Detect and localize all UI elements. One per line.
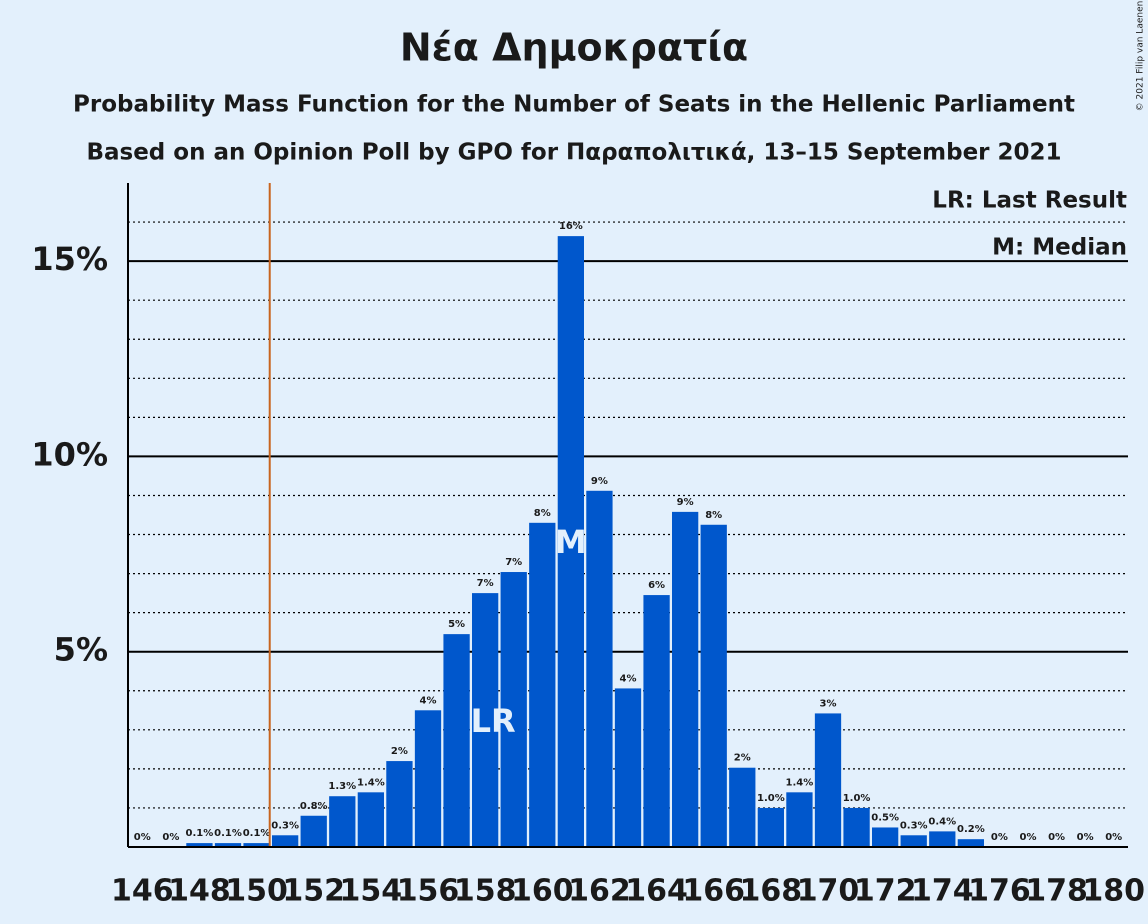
chart-subtitle: Based on an Opinion Poll by GPO for Παρα… xyxy=(86,140,1061,166)
bar-annotation: LR xyxy=(471,702,516,740)
value-label: 0% xyxy=(1105,832,1122,843)
bar-annotation: M xyxy=(555,523,587,561)
value-label: 0.8% xyxy=(300,801,328,812)
bar xyxy=(529,522,556,847)
value-label: 0.3% xyxy=(900,820,928,831)
value-label: 1.0% xyxy=(843,793,871,804)
value-label: 8% xyxy=(705,510,722,521)
value-label: 5% xyxy=(448,619,465,630)
bar xyxy=(614,688,642,847)
bar xyxy=(700,524,727,847)
x-tick-label: 148 xyxy=(168,874,231,909)
x-tick-label: 162 xyxy=(568,874,631,909)
value-label: 0.1% xyxy=(186,828,214,839)
bar xyxy=(414,710,442,847)
bar xyxy=(557,236,584,847)
value-label: 0% xyxy=(1020,832,1037,843)
bar xyxy=(729,767,756,847)
value-label: 8% xyxy=(534,508,551,519)
chart-title: Νέα Δημοκρατία xyxy=(400,26,748,70)
chart-subtitle: Probability Mass Function for the Number… xyxy=(73,92,1075,118)
x-tick-label: 166 xyxy=(682,874,745,909)
bar xyxy=(957,839,984,847)
bar xyxy=(272,835,299,847)
value-label: 0.3% xyxy=(271,820,299,831)
bar xyxy=(757,807,784,847)
value-label: 3% xyxy=(820,698,837,709)
value-label: 7% xyxy=(505,557,522,568)
copyright: © 2021 Filip van Laenen xyxy=(1136,1,1146,112)
value-label: 0.4% xyxy=(928,816,956,827)
bar xyxy=(872,827,899,847)
y-tick-label: 15% xyxy=(31,240,108,278)
value-label: 6% xyxy=(648,580,665,591)
x-tick-label: 160 xyxy=(511,874,574,909)
bar xyxy=(186,843,213,847)
x-tick-label: 164 xyxy=(625,874,688,909)
value-label: 9% xyxy=(591,476,608,487)
x-tick-label: 154 xyxy=(340,874,403,909)
value-label: 4% xyxy=(420,695,437,706)
bar xyxy=(843,807,870,847)
bar xyxy=(472,593,499,847)
value-label: 4% xyxy=(620,673,637,684)
value-label: 9% xyxy=(677,497,694,508)
value-label: 2% xyxy=(391,746,408,757)
bar xyxy=(500,572,527,847)
x-tick-label: 146 xyxy=(111,874,174,909)
x-tick-label: 150 xyxy=(225,874,288,909)
bar xyxy=(214,843,242,847)
bar xyxy=(300,815,327,847)
bar xyxy=(929,831,956,847)
bar xyxy=(786,792,813,847)
value-label: 1.0% xyxy=(757,793,785,804)
value-label: 0% xyxy=(134,832,151,843)
x-tick-label: 156 xyxy=(397,874,460,909)
value-label: 16% xyxy=(559,221,583,232)
value-label: 1.4% xyxy=(786,777,814,788)
value-label: 0.1% xyxy=(214,828,242,839)
legend-note: M: Median xyxy=(992,235,1127,261)
x-tick-label: 178 xyxy=(1025,874,1088,909)
bar xyxy=(900,835,927,847)
y-tick-label: 5% xyxy=(54,631,108,669)
bar xyxy=(357,792,384,847)
value-label: 1.4% xyxy=(357,777,385,788)
bar xyxy=(386,761,413,847)
y-tick-label: 10% xyxy=(31,435,108,473)
legend-note: LR: Last Result xyxy=(932,188,1127,214)
bar xyxy=(329,796,356,847)
x-tick-label: 172 xyxy=(854,874,917,909)
value-label: 0.1% xyxy=(243,828,271,839)
bar xyxy=(814,713,842,847)
value-label: 0% xyxy=(162,832,179,843)
value-label: 0% xyxy=(991,832,1008,843)
x-tick-label: 180 xyxy=(1082,874,1145,909)
bar xyxy=(443,634,470,847)
value-label: 0.5% xyxy=(871,812,899,823)
value-label: 0% xyxy=(1048,832,1065,843)
bar xyxy=(586,490,613,847)
x-tick-label: 158 xyxy=(454,874,517,909)
value-label: 0% xyxy=(1077,832,1094,843)
x-tick-label: 174 xyxy=(911,874,974,909)
x-tick-label: 168 xyxy=(740,874,803,909)
x-tick-label: 170 xyxy=(797,874,860,909)
x-tick-label: 176 xyxy=(968,874,1031,909)
bar xyxy=(672,511,699,847)
bar xyxy=(643,595,670,847)
x-tick-label: 152 xyxy=(282,874,345,909)
value-label: 2% xyxy=(734,753,751,764)
bar xyxy=(243,843,270,847)
value-label: 1.3% xyxy=(328,781,356,792)
value-label: 0.2% xyxy=(957,824,985,835)
value-label: 7% xyxy=(477,578,494,589)
